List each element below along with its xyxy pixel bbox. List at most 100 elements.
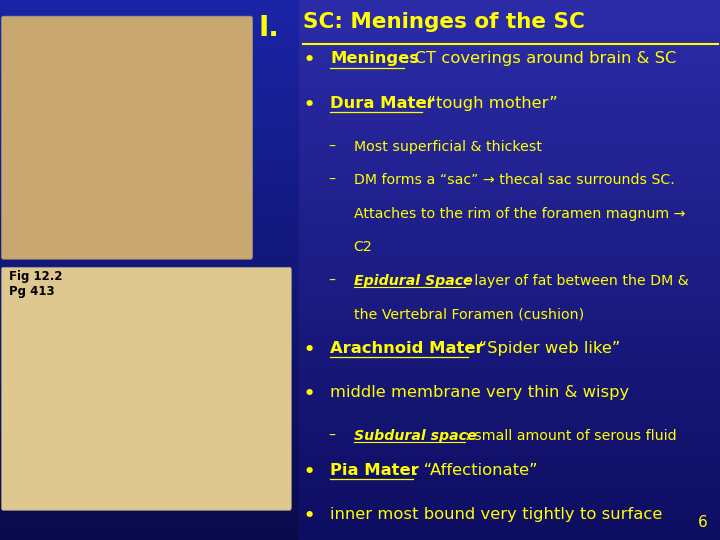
Bar [299, 232, 720, 235]
Bar [299, 348, 720, 351]
Bar [299, 113, 720, 116]
Bar [299, 162, 720, 165]
Bar [0, 302, 299, 305]
Bar [299, 65, 720, 68]
Bar [0, 165, 299, 167]
Bar [299, 378, 720, 381]
Bar [299, 205, 720, 208]
Bar [299, 211, 720, 213]
Bar [0, 343, 299, 346]
Bar [0, 14, 299, 16]
Bar [299, 451, 720, 454]
Bar [299, 62, 720, 65]
Bar [0, 497, 299, 500]
Text: Subdural space: Subdural space [354, 429, 476, 443]
Bar [0, 392, 299, 394]
Bar [299, 167, 720, 170]
Bar [0, 535, 299, 537]
Bar [299, 105, 720, 108]
Bar [299, 70, 720, 73]
Text: : CT coverings around brain & SC: : CT coverings around brain & SC [404, 51, 676, 66]
Text: •: • [303, 51, 314, 69]
Bar [299, 356, 720, 359]
Bar [0, 254, 299, 256]
Bar [0, 513, 299, 516]
Bar [299, 54, 720, 57]
Bar [299, 273, 720, 275]
Bar [299, 435, 720, 437]
Bar [299, 251, 720, 254]
Bar [0, 103, 299, 105]
Text: :“tough mother”: :“tough mother” [422, 96, 558, 111]
Bar [299, 154, 720, 157]
Bar [0, 208, 299, 211]
Bar [299, 0, 720, 3]
Bar [0, 19, 299, 22]
Text: •: • [303, 96, 314, 113]
Bar [0, 189, 299, 192]
Bar [0, 532, 299, 535]
Bar [299, 292, 720, 294]
Bar [299, 202, 720, 205]
Bar [0, 470, 299, 472]
Bar [0, 105, 299, 108]
Bar [0, 286, 299, 289]
Bar [0, 248, 299, 251]
Bar [299, 327, 720, 329]
Bar [0, 389, 299, 392]
Bar [0, 462, 299, 464]
Bar [0, 348, 299, 351]
Bar [299, 124, 720, 127]
Bar [0, 486, 299, 489]
Bar [299, 194, 720, 197]
Bar [0, 27, 299, 30]
Bar [0, 329, 299, 332]
Bar [299, 375, 720, 378]
Bar [299, 146, 720, 148]
Bar [0, 173, 299, 176]
Bar [0, 367, 299, 370]
Bar [0, 73, 299, 76]
Bar [0, 300, 299, 302]
Bar [299, 351, 720, 354]
Bar [299, 521, 720, 524]
Bar [299, 362, 720, 364]
Bar [0, 413, 299, 416]
Bar [0, 70, 299, 73]
Bar [0, 46, 299, 49]
Text: Attaches to the rim of the foramen magnum →: Attaches to the rim of the foramen magnu… [354, 207, 685, 221]
Bar [0, 122, 299, 124]
Bar [0, 316, 299, 319]
Bar [299, 421, 720, 424]
Bar [0, 427, 299, 429]
Bar [0, 194, 299, 197]
Bar [299, 454, 720, 456]
Bar [299, 119, 720, 122]
Bar [0, 516, 299, 518]
Bar [0, 200, 299, 202]
Bar [0, 524, 299, 526]
Bar [299, 240, 720, 243]
Text: Meninges: Meninges [330, 51, 419, 66]
Bar [299, 246, 720, 248]
Bar [0, 240, 299, 243]
Text: Most superficial & thickest: Most superficial & thickest [354, 140, 541, 154]
FancyBboxPatch shape [1, 267, 292, 510]
Bar [299, 281, 720, 284]
Bar [299, 57, 720, 59]
Bar [0, 157, 299, 159]
Bar [299, 208, 720, 211]
Bar [299, 464, 720, 467]
Bar [299, 267, 720, 270]
Bar [0, 221, 299, 224]
Bar [299, 467, 720, 470]
Bar [0, 475, 299, 478]
Bar [299, 94, 720, 97]
Bar [0, 394, 299, 397]
Bar [0, 289, 299, 292]
Bar [299, 446, 720, 448]
Bar [0, 86, 299, 89]
Bar [299, 324, 720, 327]
Bar [299, 300, 720, 302]
Bar [0, 451, 299, 454]
